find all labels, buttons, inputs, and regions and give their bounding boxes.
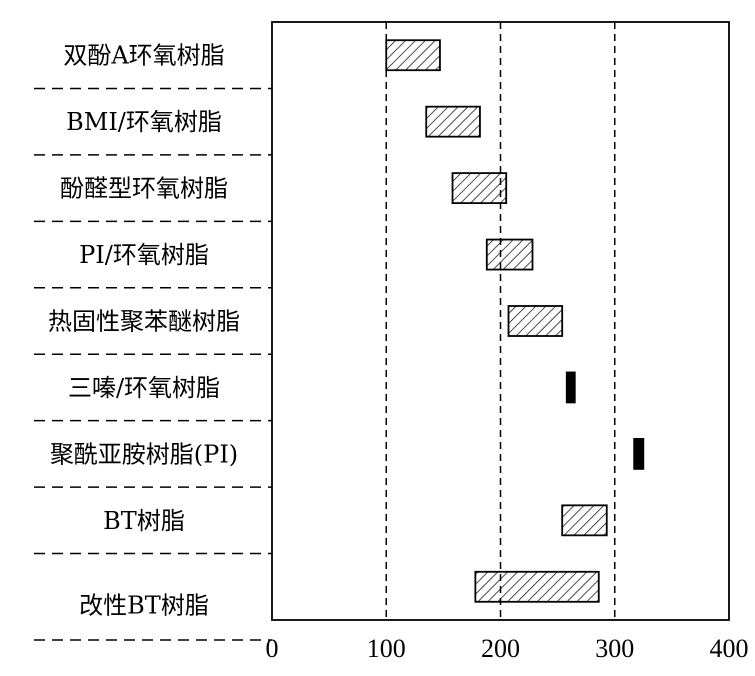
category-label-3: PI/环氧树脂 (79, 241, 209, 269)
range-bar-6 (633, 437, 645, 470)
range-bar-0 (385, 39, 441, 72)
x-tick-label-1: 100 (367, 634, 406, 663)
range-bar-7 (561, 504, 608, 537)
range-bar-3 (485, 238, 534, 271)
plot-frame (271, 21, 730, 621)
category-label-4: 热固性聚苯醚树脂 (48, 308, 240, 336)
x-tick-label-4: 400 (710, 634, 749, 663)
category-label-1: BMI/环氧树脂 (66, 108, 222, 136)
category-label-2: 酚醛型环氧树脂 (60, 175, 228, 203)
range-bar-4 (507, 305, 564, 337)
x-tick-label-0: 0 (266, 634, 279, 663)
range-bar-8 (474, 570, 600, 603)
category-label-8: 改性BT树脂 (79, 591, 209, 619)
range-bar-5 (565, 371, 576, 404)
category-label-5: 三嗪/环氧树脂 (68, 374, 220, 402)
category-label-6: 聚酰亚胺树脂(PI) (50, 440, 238, 468)
x-tick-label-2: 200 (481, 634, 520, 663)
category-label-0: 双酚A环氧树脂 (63, 42, 224, 70)
range-bar-1 (425, 105, 481, 138)
category-label-7: BT树脂 (103, 507, 185, 535)
range-bar-2 (451, 172, 508, 205)
x-tick-label-3: 300 (595, 634, 634, 663)
